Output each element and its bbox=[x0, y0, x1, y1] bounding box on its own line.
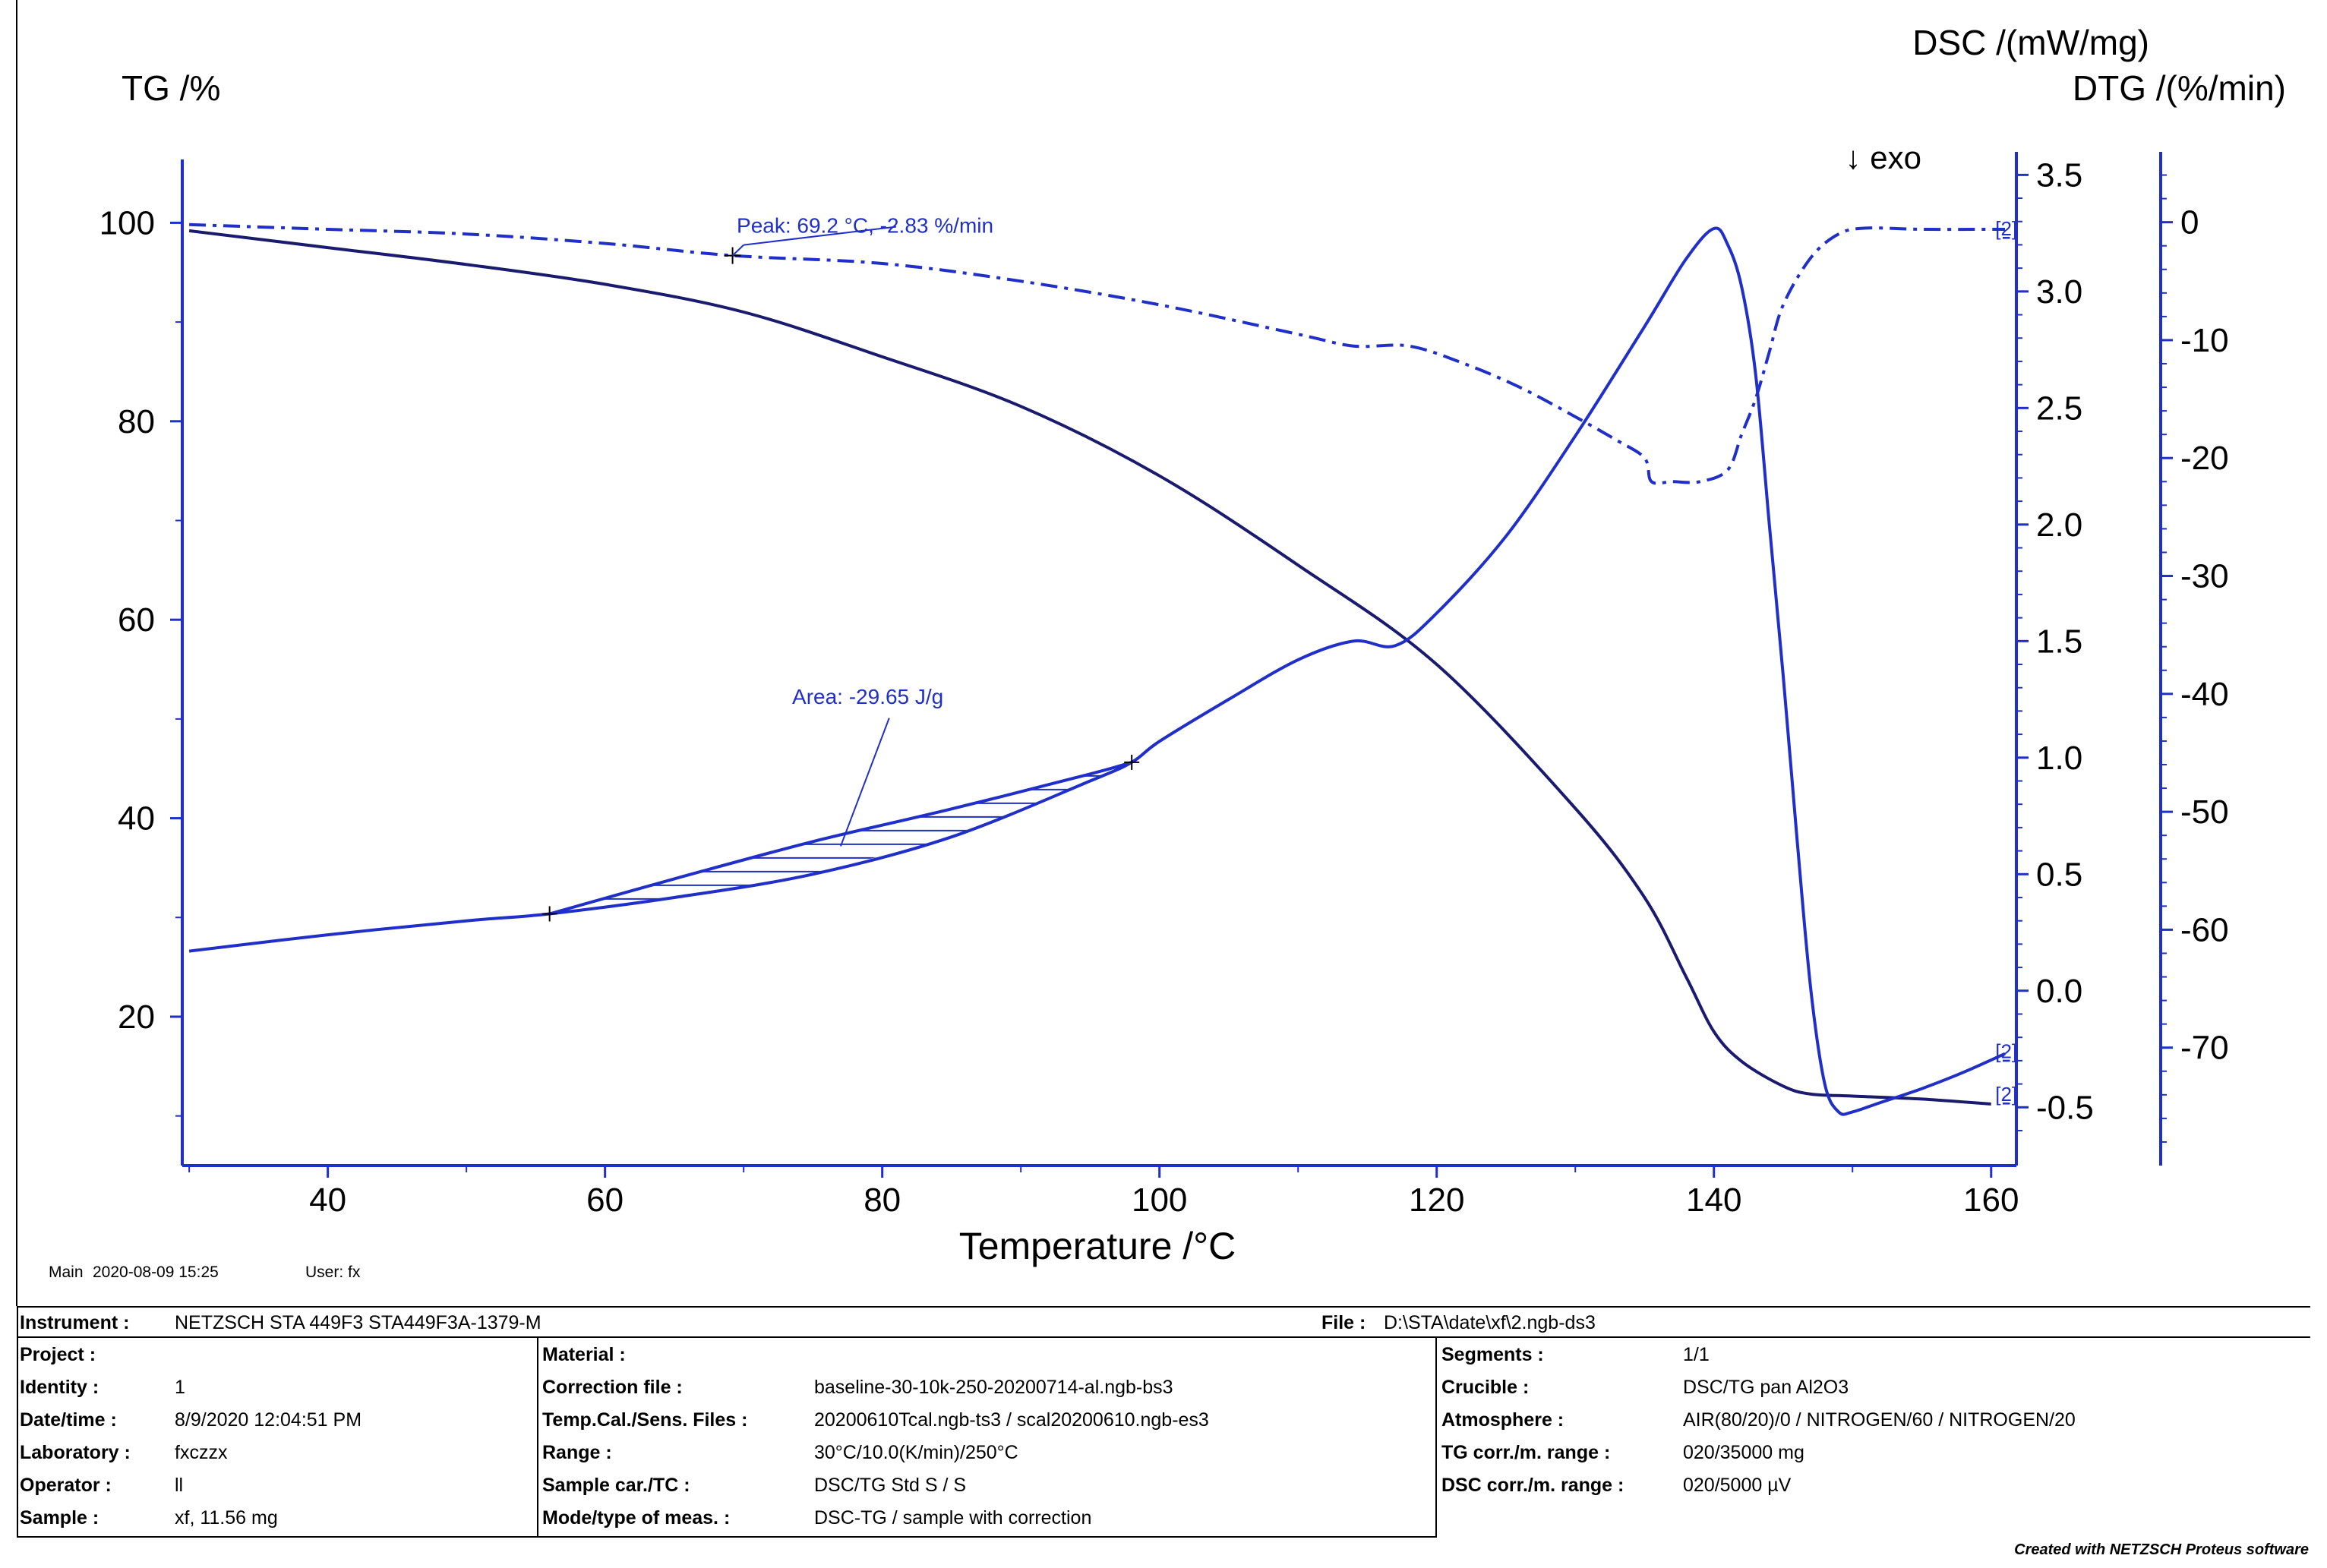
file-label: File : bbox=[1321, 1312, 1366, 1333]
dsc-tick-label: 2.0 bbox=[2036, 506, 2082, 544]
footer-divider bbox=[17, 1336, 2310, 1338]
project-label: Project : bbox=[20, 1344, 96, 1365]
peak-leader-line bbox=[731, 244, 744, 257]
sample-label: Sample : bbox=[20, 1507, 99, 1529]
dsc-tick-label: -0.5 bbox=[2036, 1089, 2094, 1126]
operator-label: Operator : bbox=[20, 1475, 112, 1496]
series-line-dtg bbox=[189, 222, 2006, 485]
tg-tick-label: 20 bbox=[118, 999, 155, 1036]
x-tick-label: 80 bbox=[864, 1182, 901, 1219]
info-main: Main bbox=[49, 1264, 84, 1281]
dtg-tick-label: -20 bbox=[2180, 440, 2229, 477]
footer-divider bbox=[537, 1336, 538, 1538]
footer-divider bbox=[17, 1306, 2310, 1308]
info-user: User: fx bbox=[305, 1264, 361, 1281]
crucible-value: DSC/TG pan Al2O3 bbox=[1683, 1377, 1849, 1398]
operator-value: ll bbox=[175, 1475, 184, 1496]
x-tick-label: 100 bbox=[1132, 1182, 1187, 1219]
dtg-tick-label: -50 bbox=[2180, 793, 2229, 831]
atmosphere-value: AIR(80/20)/0 / NITROGEN/60 / NITROGEN/20 bbox=[1683, 1409, 2076, 1431]
x-tick-label: 120 bbox=[1409, 1182, 1464, 1219]
exo-note: ↓ exo bbox=[1845, 140, 1921, 175]
dtg-tick-label: 0 bbox=[2180, 204, 2199, 241]
peak-leader-line bbox=[744, 226, 897, 246]
dtg-tick-label: -60 bbox=[2180, 911, 2229, 948]
dtg-tick-label: -10 bbox=[2180, 322, 2229, 359]
datetime-label: Date/time : bbox=[20, 1409, 117, 1431]
segment-tag: [2] bbox=[1995, 217, 2017, 240]
tg-tick-label: 60 bbox=[118, 601, 155, 639]
dtg-tick-label: -70 bbox=[2180, 1030, 2229, 1067]
datetime-value: 8/9/2020 12:04:51 PM bbox=[175, 1409, 362, 1431]
area-hatch bbox=[549, 762, 1132, 913]
credit-text: Created with NETZSCH Proteus software bbox=[2014, 1541, 2309, 1558]
correction-label: Correction file : bbox=[542, 1377, 683, 1398]
area-annotation-text: Area: -29.65 J/g bbox=[792, 685, 943, 708]
x-tick-label: 60 bbox=[586, 1182, 624, 1219]
x-tick-label: 40 bbox=[309, 1182, 346, 1219]
file-value: D:\STA\date\xf\2.ngb-ds3 bbox=[1384, 1312, 1596, 1333]
samplecar-value: DSC/TG Std S / S bbox=[814, 1475, 967, 1496]
tgcorr-label: TG corr./m. range : bbox=[1441, 1442, 1611, 1463]
dsc-tick-label: 3.5 bbox=[2036, 156, 2082, 194]
sample-value: xf, 11.56 mg bbox=[175, 1507, 278, 1529]
dsc-tick-label: 0.5 bbox=[2036, 856, 2082, 893]
identity-value: 1 bbox=[175, 1377, 185, 1398]
correction-value: baseline-30-10k-250-20200714-al.ngb-bs3 bbox=[814, 1377, 1173, 1398]
dsccorr-value: 020/5000 µV bbox=[1683, 1475, 1792, 1496]
tg-axis-label: TG /% bbox=[122, 68, 220, 108]
series-line-tg bbox=[188, 229, 1991, 1106]
dsccorr-label: DSC corr./m. range : bbox=[1441, 1475, 1624, 1496]
tg-tick-label: 80 bbox=[118, 403, 155, 440]
tempcal-value: 20200610Tcal.ngb-ts3 / scal20200610.ngb-… bbox=[814, 1409, 1209, 1431]
x-tick-label: 160 bbox=[1963, 1182, 2019, 1219]
tg-tick-label: 100 bbox=[99, 204, 155, 241]
instrument-value: NETZSCH STA 449F3 STA449F3A-1379-M bbox=[175, 1312, 541, 1333]
tg-tick-label: 40 bbox=[118, 800, 155, 838]
dsc-tick-label: 1.0 bbox=[2036, 740, 2082, 777]
tgcorr-value: 020/35000 mg bbox=[1683, 1442, 1804, 1463]
dsc-axis-label: DSC /(mW/mg) bbox=[1912, 23, 2149, 62]
footer-divider bbox=[17, 1536, 1437, 1538]
material-label: Material : bbox=[542, 1344, 626, 1365]
chart: 40 60 80 100 120 140 160 20 40 60 80 100 -0.5 0.0 0.5 1… bbox=[16, 0, 2286, 1306]
x-axis-label: Temperature /°C bbox=[959, 1225, 1236, 1267]
segment-tag: [2] bbox=[1995, 1083, 2017, 1106]
mode-label: Mode/type of meas. : bbox=[542, 1507, 731, 1529]
atmosphere-label: Atmosphere : bbox=[1441, 1409, 1564, 1431]
x-tick-label: 140 bbox=[1686, 1182, 1741, 1219]
range-value: 30°C/10.0(K/min)/250°C bbox=[814, 1442, 1018, 1463]
identity-label: Identity : bbox=[20, 1377, 99, 1398]
dsc-tick-label: 0.0 bbox=[2036, 973, 2082, 1010]
peak-annotation-text: Peak: 69.2 °C, -2.83 %/min bbox=[737, 214, 993, 238]
series-line-dsc bbox=[188, 226, 2006, 1116]
dtg-tick-label: -30 bbox=[2180, 558, 2229, 595]
crucible-label: Crucible : bbox=[1441, 1377, 1530, 1398]
info-footer: Instrument : NETZSCH STA 449F3 STA449F3A… bbox=[17, 1306, 2310, 1538]
laboratory-label: Laboratory : bbox=[20, 1442, 131, 1463]
tempcal-label: Temp.Cal./Sens. Files : bbox=[542, 1409, 748, 1431]
segments-label: Segments : bbox=[1441, 1344, 1544, 1365]
area-leader-line bbox=[839, 718, 890, 847]
instrument-label: Instrument : bbox=[20, 1312, 130, 1333]
footer-divider bbox=[1435, 1336, 1437, 1538]
segment-tag: [2] bbox=[1995, 1040, 2017, 1063]
mode-value: DSC-TG / sample with correction bbox=[814, 1507, 1092, 1529]
footer-divider bbox=[17, 1306, 18, 1538]
dtg-tick-label: -40 bbox=[2180, 676, 2229, 713]
dsc-tick-label: 3.0 bbox=[2036, 273, 2082, 311]
dtg-axis-label: DTG /(%/min) bbox=[2073, 68, 2286, 108]
laboratory-value: fxczzx bbox=[175, 1442, 228, 1463]
range-label: Range : bbox=[542, 1442, 612, 1463]
series-line-dsc-baseline bbox=[549, 760, 1132, 916]
samplecar-label: Sample car./TC : bbox=[542, 1475, 690, 1496]
info-date: 2020-08-09 15:25 bbox=[93, 1264, 219, 1281]
dsc-tick-label: 2.5 bbox=[2036, 390, 2082, 427]
segments-value: 1/1 bbox=[1683, 1344, 1710, 1365]
dsc-tick-label: 1.5 bbox=[2036, 623, 2082, 660]
